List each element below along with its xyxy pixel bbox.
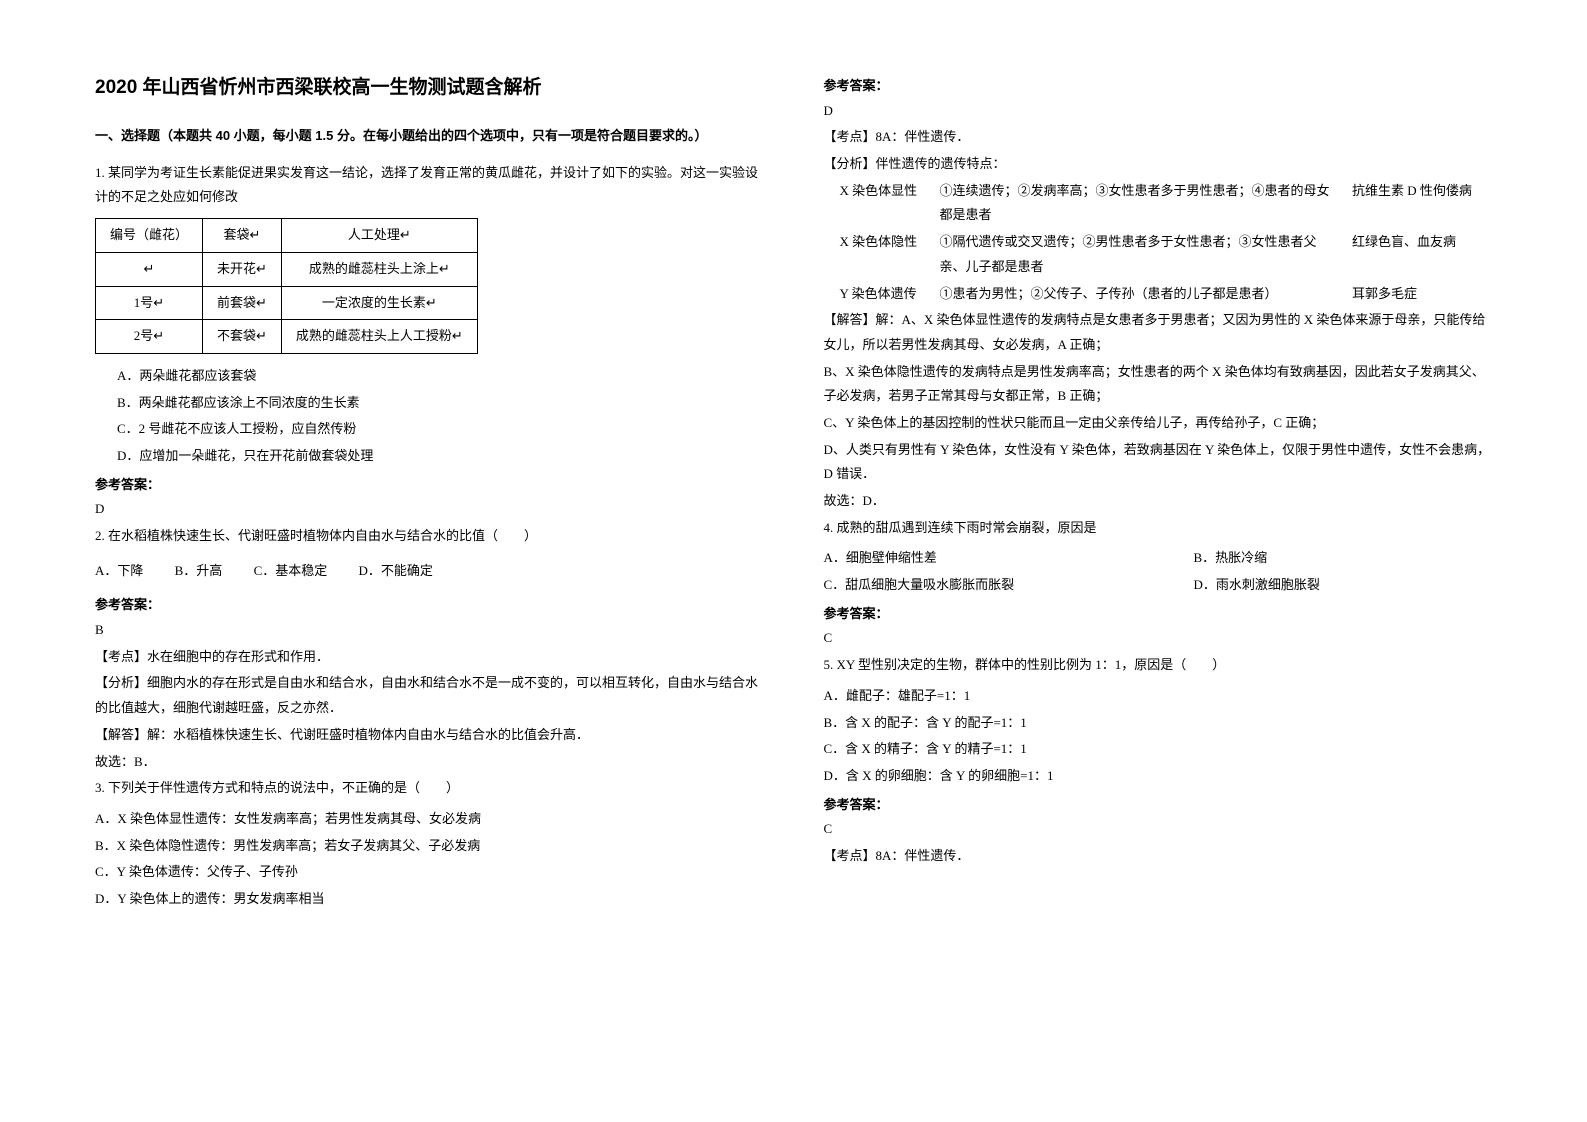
page-title: 2020 年山西省忻州市西梁联校高一生物测试题含解析 <box>95 70 764 106</box>
trait-example: 红绿色盲、血友病 <box>1352 230 1492 279</box>
table-cell: 成熟的雌蕊柱头上人工授粉↵ <box>281 320 477 354</box>
q5-answer: C <box>824 817 1493 842</box>
q5-option-c: C．含 X 的精子：含 Y 的精子=1：1 <box>824 737 1493 762</box>
trait-type: Y 染色体遗传 <box>840 282 940 307</box>
q1-option-b: B．两朵雌花都应该涂上不同浓度的生长素 <box>95 391 764 416</box>
q3-option-c: C．Y 染色体遗传：父传子、子传孙 <box>95 860 764 885</box>
q1-stem: 1. 某同学为考证生长素能促进果实发育这一结论，选择了发育正常的黄瓜雌花，并设计… <box>95 161 764 210</box>
table-cell: ↵ <box>96 252 203 286</box>
table-header: 编号（雌花） <box>96 219 203 253</box>
q5-option-a: A．雌配子：雄配子=1：1 <box>824 684 1493 709</box>
table-cell: 前套袋↵ <box>203 286 282 320</box>
table-cell: 未开花↵ <box>203 252 282 286</box>
table-row: ↵ 未开花↵ 成熟的雌蕊柱头上涂上↵ <box>96 252 478 286</box>
q2-explain-4: 故选：B． <box>95 750 764 775</box>
q1-option-d: D．应增加一朵雌花，只在开花前做套袋处理 <box>95 444 764 469</box>
q2-answer: B <box>95 618 764 643</box>
table-row: 编号（雌花） 套袋↵ 人工处理↵ <box>96 219 478 253</box>
q3-answer-label: 参考答案： <box>824 74 1493 99</box>
table-cell: 不套袋↵ <box>203 320 282 354</box>
q2-option-d: D．不能确定 <box>358 563 432 578</box>
q1-answer-label: 参考答案： <box>95 473 764 498</box>
trait-row: X 染色体隐性 ①隔代遗传或交叉遗传；②男性患者多于女性患者；③女性患者父亲、儿… <box>824 230 1493 279</box>
q3-explain-5: C、Y 染色体上的基因控制的性状只能而且一定由父亲传给儿子，再传给孙子，C 正确… <box>824 411 1493 436</box>
trait-example: 耳郭多毛症 <box>1352 282 1492 307</box>
q4-row2: C．甜瓜细胞大量吸水膨胀而胀裂 D．雨水刺激细胞胀裂 <box>824 573 1493 598</box>
q2-options: A．下降 B．升高 C．基本稳定 D．不能确定 <box>95 559 764 584</box>
q1-answer: D <box>95 497 764 522</box>
table-cell: 一定浓度的生长素↵ <box>281 286 477 320</box>
q3-stem: 3. 下列关于伴性遗传方式和特点的说法中，不正确的是（ ） <box>95 776 764 801</box>
q2-option-b: B．升高 <box>175 563 223 578</box>
table-header: 套袋↵ <box>203 219 282 253</box>
trait-example: 抗维生素 D 性佝偻病 <box>1352 179 1492 228</box>
q1-option-c: C．2 号雌花不应该人工授粉，应自然传粉 <box>95 417 764 442</box>
q3-answer: D <box>824 99 1493 124</box>
q4-option-a: A．细胞壁伸缩性差 <box>824 546 1194 571</box>
table-cell: 1号↵ <box>96 286 203 320</box>
q3-option-b: B．X 染色体隐性遗传：男性发病率高；若女子发病其父、子必发病 <box>95 834 764 859</box>
q2-stem: 2. 在水稻植株快速生长、代谢旺盛时植物体内自由水与结合水的比值（ ） <box>95 524 764 549</box>
q3-explain-4: B、X 染色体隐性遗传的发病特点是男性发病率高；女性患者的两个 X 染色体均有致… <box>824 360 1493 409</box>
q3-option-d: D．Y 染色体上的遗传：男女发病率相当 <box>95 887 764 912</box>
q4-option-d: D．雨水刺激细胞胀裂 <box>1194 573 1320 598</box>
q3-explain-6: D、人类只有男性有 Y 染色体，女性没有 Y 染色体，若致病基因在 Y 染色体上… <box>824 438 1493 487</box>
trait-type: X 染色体显性 <box>840 179 940 228</box>
q2-option-a: A．下降 <box>95 563 143 578</box>
trait-row: Y 染色体遗传 ①患者为男性；②父传子、子传孙（患者的儿子都是患者） 耳郭多毛症 <box>824 282 1493 307</box>
q1-table: 编号（雌花） 套袋↵ 人工处理↵ ↵ 未开花↵ 成熟的雌蕊柱头上涂上↵ 1号↵ … <box>95 218 478 354</box>
q5-stem: 5. XY 型性别决定的生物，群体中的性别比例为 1：1，原因是（ ） <box>824 653 1493 678</box>
q4-stem: 4. 成熟的甜瓜遇到连续下雨时常会崩裂，原因是 <box>824 516 1493 541</box>
right-column: 参考答案： D 【考点】8A：伴性遗传． 【分析】伴性遗传的遗传特点： X 染色… <box>824 70 1493 1052</box>
q5-option-d: D．含 X 的卵细胞：含 Y 的卵细胞=1：1 <box>824 764 1493 789</box>
q1-option-a: A．两朵雌花都应该套袋 <box>95 364 764 389</box>
q2-option-c: C．基本稳定 <box>254 563 328 578</box>
q4-answer: C <box>824 626 1493 651</box>
trait-desc: ①隔代遗传或交叉遗传；②男性患者多于女性患者；③女性患者父亲、儿子都是患者 <box>940 230 1353 279</box>
q3-explain-2: 【分析】伴性遗传的遗传特点： <box>824 152 1493 177</box>
q5-answer-label: 参考答案： <box>824 793 1493 818</box>
q3-explain-7: 故选：D． <box>824 489 1493 514</box>
trait-desc: ①连续遗传；②发病率高；③女性患者多于男性患者；④患者的母女都是患者 <box>940 179 1353 228</box>
q4-option-c: C．甜瓜细胞大量吸水膨胀而胀裂 <box>824 573 1194 598</box>
table-header: 人工处理↵ <box>281 219 477 253</box>
table-cell: 2号↵ <box>96 320 203 354</box>
q2-explain-2: 【分析】细胞内水的存在形式是自由水和结合水，自由水和结合水不是一成不变的，可以相… <box>95 671 764 720</box>
q4-option-b: B．热胀冷缩 <box>1194 546 1268 571</box>
q3-option-a: A．X 染色体显性遗传：女性发病率高；若男性发病其母、女必发病 <box>95 807 764 832</box>
q3-explain-1: 【考点】8A：伴性遗传． <box>824 125 1493 150</box>
table-row: 2号↵ 不套袋↵ 成熟的雌蕊柱头上人工授粉↵ <box>96 320 478 354</box>
q2-explain-1: 【考点】水在细胞中的存在形式和作用． <box>95 645 764 670</box>
q4-row1: A．细胞壁伸缩性差 B．热胀冷缩 <box>824 546 1493 571</box>
q2-explain-3: 【解答】解：水稻植株快速生长、代谢旺盛时植物体内自由水与结合水的比值会升高． <box>95 723 764 748</box>
q3-explain-3: 【解答】解：A、X 染色体显性遗传的发病特点是女患者多于男患者；又因为男性的 X… <box>824 308 1493 357</box>
table-cell: 成熟的雌蕊柱头上涂上↵ <box>281 252 477 286</box>
trait-type: X 染色体隐性 <box>840 230 940 279</box>
q5-option-b: B．含 X 的配子：含 Y 的配子=1：1 <box>824 711 1493 736</box>
left-column: 2020 年山西省忻州市西梁联校高一生物测试题含解析 一、选择题（本题共 40 … <box>95 70 764 1052</box>
trait-row: X 染色体显性 ①连续遗传；②发病率高；③女性患者多于男性患者；④患者的母女都是… <box>824 179 1493 228</box>
q4-answer-label: 参考答案： <box>824 602 1493 627</box>
table-row: 1号↵ 前套袋↵ 一定浓度的生长素↵ <box>96 286 478 320</box>
trait-desc: ①患者为男性；②父传子、子传孙（患者的儿子都是患者） <box>940 282 1353 307</box>
section-heading: 一、选择题（本题共 40 小题，每小题 1.5 分。在每小题给出的四个选项中，只… <box>95 124 764 149</box>
q5-explain-1: 【考点】8A：伴性遗传． <box>824 844 1493 869</box>
q2-answer-label: 参考答案： <box>95 593 764 618</box>
